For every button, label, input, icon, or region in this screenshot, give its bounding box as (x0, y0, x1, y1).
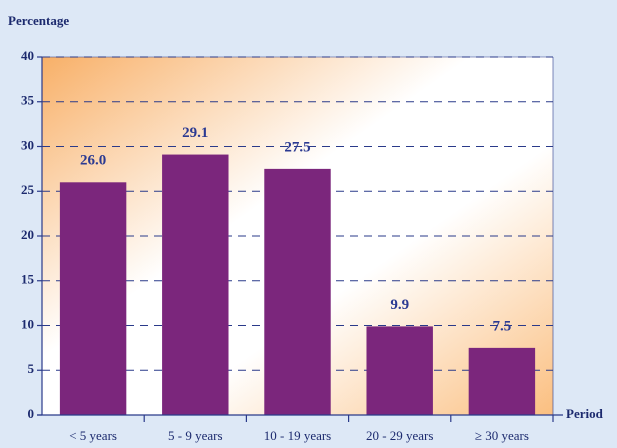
bar (162, 154, 229, 415)
value-label: 26.0 (80, 153, 106, 169)
y-tick-label: 40 (21, 48, 34, 63)
y-tick-label: 20 (21, 227, 34, 242)
y-tick-label: 30 (21, 137, 34, 152)
bar (264, 168, 331, 415)
bar (366, 326, 433, 415)
x-tick-label: ≥ 30 years (475, 428, 529, 443)
y-tick-label: 25 (21, 182, 35, 197)
y-tick-label: 10 (21, 316, 34, 331)
y-axis-label: Percentage (8, 13, 69, 28)
value-label: 27.5 (284, 139, 310, 155)
x-tick-label: < 5 years (69, 428, 117, 443)
x-tick-label: 20 - 29 years (366, 428, 434, 443)
y-tick-label: 0 (28, 406, 35, 421)
bar (59, 182, 127, 415)
value-label: 7.5 (493, 318, 512, 334)
y-tick-label: 35 (21, 93, 35, 108)
value-label: 9.9 (390, 297, 409, 313)
x-tick-label: 10 - 19 years (264, 428, 332, 443)
value-label: 29.1 (182, 125, 208, 141)
x-tick-label: 5 - 9 years (168, 428, 223, 443)
y-tick-label: 5 (28, 361, 35, 376)
y-tick-label: 15 (21, 272, 35, 287)
x-axis-label: Period (566, 406, 604, 421)
bar (468, 347, 536, 415)
